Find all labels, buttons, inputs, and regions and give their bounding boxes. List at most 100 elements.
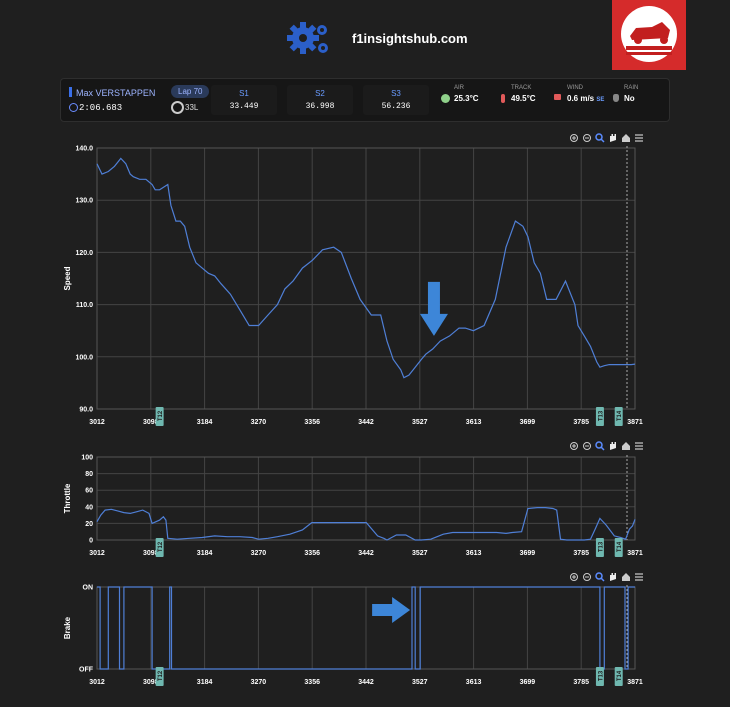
x-tick-label: 3184 [197, 419, 213, 426]
y-tick-label: 90.0 [79, 407, 93, 414]
turn-marker-label: T13 [598, 541, 604, 552]
formula-logo [612, 0, 686, 70]
zoom-in-icon[interactable] [570, 573, 578, 581]
zoom-in-icon[interactable] [570, 442, 578, 450]
x-tick-label: 3012 [89, 419, 105, 426]
plot-frame [96, 456, 636, 541]
y-tick-label: 0 [89, 538, 93, 545]
y-tick-label: 140.0 [75, 146, 93, 153]
clock-icon [69, 103, 78, 112]
magnifier-icon-stroke [600, 446, 605, 451]
magnifier-icon-stroke [600, 577, 605, 582]
turn-marker[interactable] [155, 407, 164, 426]
plot-frame [96, 147, 636, 410]
turn-marker-label: T13 [598, 410, 604, 421]
weather-wind: WIND 0.6 m/s SE [554, 85, 605, 115]
driver-name[interactable]: Max VERSTAPPEN [76, 88, 156, 98]
turn-marker[interactable] [614, 407, 623, 426]
sector-3: S3 56.236 [363, 85, 429, 115]
zoom-in-icon[interactable] [570, 134, 578, 142]
pan-hand-icon[interactable] [610, 134, 616, 142]
x-tick-label: 3442 [358, 419, 374, 426]
wind-direction: SE [596, 97, 605, 103]
y-axis-label: Speed [63, 266, 72, 290]
turn-marker[interactable] [595, 538, 604, 557]
y-tick-label: 130.0 [75, 198, 93, 205]
speed-series-line[interactable] [96, 157, 636, 379]
sector-time: 33.449 [229, 102, 259, 111]
pan-hand-icon[interactable] [610, 573, 616, 581]
turn-marker[interactable] [595, 667, 604, 686]
turn-marker[interactable] [155, 667, 164, 686]
y-tick-label: 60 [85, 488, 93, 495]
x-tick-label: 3527 [412, 550, 428, 557]
site-name[interactable]: f1insightshub.com [352, 31, 468, 46]
x-tick-label: 3785 [573, 679, 589, 686]
y-tick-label: 120.0 [75, 250, 93, 257]
sector-label: S1 [239, 89, 249, 98]
down-arrow-annotation [419, 281, 448, 336]
y-tick-label: 100.0 [75, 354, 93, 361]
weather-value: 49.5°C [511, 94, 536, 103]
turn-marker-label: T14 [617, 541, 623, 552]
x-tick-label: 3613 [466, 679, 482, 686]
x-tick-label: 3699 [520, 550, 536, 557]
x-tick-label: 3184 [197, 679, 213, 686]
home-icon[interactable] [622, 442, 630, 450]
zoom-out-icon[interactable] [583, 573, 591, 581]
y-tick-label: 40 [85, 504, 93, 511]
right-arrow-annotation [372, 596, 411, 623]
throttle-series-line[interactable] [96, 507, 636, 541]
sector-time: 56.236 [381, 102, 411, 111]
gears-logo-icon [287, 22, 328, 54]
zoom-out-icon[interactable] [583, 134, 591, 142]
home-icon[interactable] [622, 573, 630, 581]
turn-marker-label: T12 [158, 410, 164, 421]
tyre-icon [171, 101, 184, 114]
turn-marker[interactable] [614, 538, 623, 557]
magnifier-icon[interactable] [595, 572, 603, 580]
x-tick-label: 3270 [251, 419, 267, 426]
zoom-out-icon[interactable] [583, 442, 591, 450]
sector-2: S2 36.998 [287, 85, 353, 115]
x-tick-label: 3012 [89, 679, 105, 686]
magnifier-icon[interactable] [595, 133, 603, 141]
x-tick-label: 3184 [197, 550, 213, 557]
header: f1insightshub.com [0, 0, 730, 75]
weather-value: 0.6 m/s [567, 94, 595, 103]
x-tick-label: 3012 [89, 550, 105, 557]
turn-marker[interactable] [614, 667, 623, 686]
brake-series-line[interactable] [97, 586, 635, 670]
y-tick-label: 20 [85, 521, 93, 528]
magnifier-icon[interactable] [595, 441, 603, 449]
x-tick-label: 3613 [466, 550, 482, 557]
pan-hand-icon[interactable] [610, 442, 616, 450]
y-axis-label: Brake [63, 616, 72, 639]
turn-marker-label: T12 [158, 670, 164, 681]
weather-label: TRACK [511, 85, 532, 91]
x-tick-label: 3098 [143, 419, 159, 426]
x-tick-label: 3356 [304, 679, 320, 686]
x-tick-label: 3270 [251, 679, 267, 686]
sector-time: 36.998 [305, 102, 335, 111]
x-tick-label: 3699 [520, 679, 536, 686]
home-icon[interactable] [622, 134, 630, 142]
thermometer-icon [501, 94, 505, 103]
sun-icon [441, 94, 450, 103]
turn-marker[interactable] [155, 538, 164, 557]
team-color-bar [69, 87, 72, 97]
x-tick-label: 3871 [627, 679, 643, 686]
turn-marker[interactable] [595, 407, 604, 426]
weather-label: WIND [567, 85, 583, 91]
tyre-age: 33L [185, 103, 199, 112]
x-tick-label: 3527 [412, 679, 428, 686]
lap-badge[interactable]: Lap 70 [171, 85, 210, 98]
turn-marker-label: T12 [158, 541, 164, 552]
turn-marker-label: T14 [617, 410, 623, 421]
x-tick-label: 3871 [627, 550, 643, 557]
wind-flag-icon [554, 94, 561, 100]
x-tick-label: 3527 [412, 419, 428, 426]
magnifier-icon-stroke [600, 138, 605, 143]
x-tick-label: 3613 [466, 419, 482, 426]
